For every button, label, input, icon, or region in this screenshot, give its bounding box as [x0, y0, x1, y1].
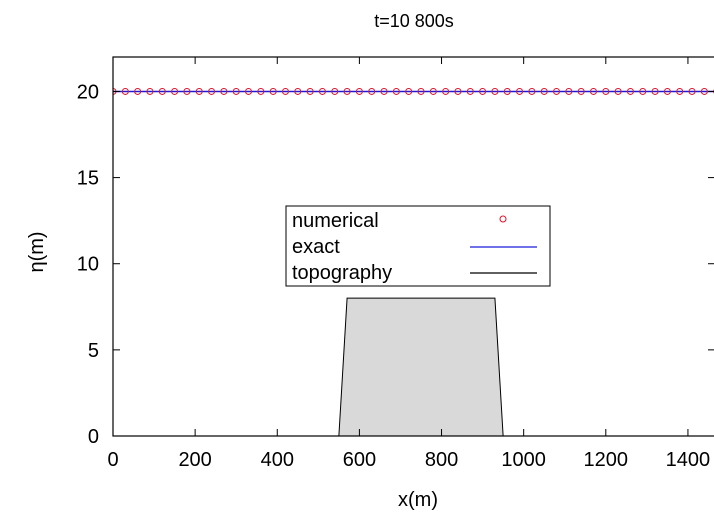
series-numerical-point [565, 87, 573, 95]
series-numerical-point [516, 87, 524, 95]
series-numerical-point [343, 87, 351, 95]
chart-title: t=10 800s [374, 11, 454, 31]
series-numerical-point [602, 87, 610, 95]
x-tick-label: 400 [261, 449, 294, 471]
series-numerical-point [195, 87, 203, 95]
series-numerical-point [392, 87, 400, 95]
series-numerical-point [466, 87, 474, 95]
series-numerical-point [318, 87, 326, 95]
plot-frame [112, 56, 714, 437]
series-numerical-point [540, 87, 548, 95]
series-numerical-point [134, 87, 142, 95]
series-numerical-point [700, 87, 708, 95]
plot-content [113, 87, 714, 436]
series-numerical-point [417, 87, 425, 95]
x-tick-label: 1000 [501, 449, 546, 471]
series-topography-line [113, 297, 714, 436]
y-tick-label: 10 [77, 254, 99, 276]
x-tick-label: 0 [107, 449, 118, 471]
series-numerical-point [183, 87, 191, 95]
x-tick-label: 1400 [666, 449, 711, 471]
series-numerical-point [454, 87, 462, 95]
series-numerical-point [688, 87, 696, 95]
legend-swatch-numerical [499, 215, 507, 223]
series-numerical-point [380, 87, 388, 95]
series-numerical-point [663, 87, 671, 95]
series-numerical-point [528, 87, 536, 95]
series-numerical-point [676, 87, 684, 95]
series-numerical-point [331, 87, 339, 95]
series-numerical-point [121, 87, 129, 95]
x-tick-label: 200 [178, 449, 211, 471]
series-numerical-point [503, 87, 511, 95]
series-numerical-point [208, 87, 216, 95]
series-numerical-point [245, 87, 253, 95]
series-numerical-point [614, 87, 622, 95]
series-numerical-point [589, 87, 597, 95]
series-numerical-point [281, 87, 289, 95]
series-numerical-point [220, 87, 228, 95]
y-tick-label: 20 [77, 81, 99, 103]
y-tick-label: 5 [88, 340, 99, 362]
series-numerical-point [479, 87, 487, 95]
series-numerical-point [491, 87, 499, 95]
series-numerical-point [553, 87, 561, 95]
series-numerical-point [257, 87, 265, 95]
series-numerical-point [294, 87, 302, 95]
x-tick-label: 600 [343, 449, 376, 471]
y-tick-label: 0 [88, 426, 99, 448]
plot-area: 0 200 400 600 800 1000 1200 1400 0 5 10 15 20 [77, 56, 714, 471]
series-numerical-point [232, 87, 240, 95]
series-numerical-point [355, 87, 363, 95]
legend-label-exact: exact [292, 236, 340, 258]
legend-label-topography: topography [292, 262, 392, 284]
series-numerical-point [269, 87, 277, 95]
x-tick-label: 800 [425, 449, 458, 471]
series-numerical-point [146, 87, 154, 95]
series-numerical-point [442, 87, 450, 95]
series-numerical-point [429, 87, 437, 95]
series-numerical-point [639, 87, 647, 95]
series-numerical-point [306, 87, 314, 95]
series-topography-fill [113, 298, 714, 436]
series-numerical-point [171, 87, 179, 95]
series-numerical-point [651, 87, 659, 95]
x-tick-label: 1200 [584, 449, 629, 471]
series-numerical-point [577, 87, 585, 95]
y-axis-title: η(m) [26, 231, 48, 272]
series-numerical-point [405, 87, 413, 95]
y-tick-label: 15 [77, 168, 99, 190]
legend: numerical exact topography [285, 205, 551, 287]
x-axis-title: x(m) [398, 489, 438, 511]
series-numerical-point [368, 87, 376, 95]
series-numerical-point [158, 87, 166, 95]
series-numerical-point [626, 87, 634, 95]
legend-label-numerical: numerical [292, 210, 379, 232]
